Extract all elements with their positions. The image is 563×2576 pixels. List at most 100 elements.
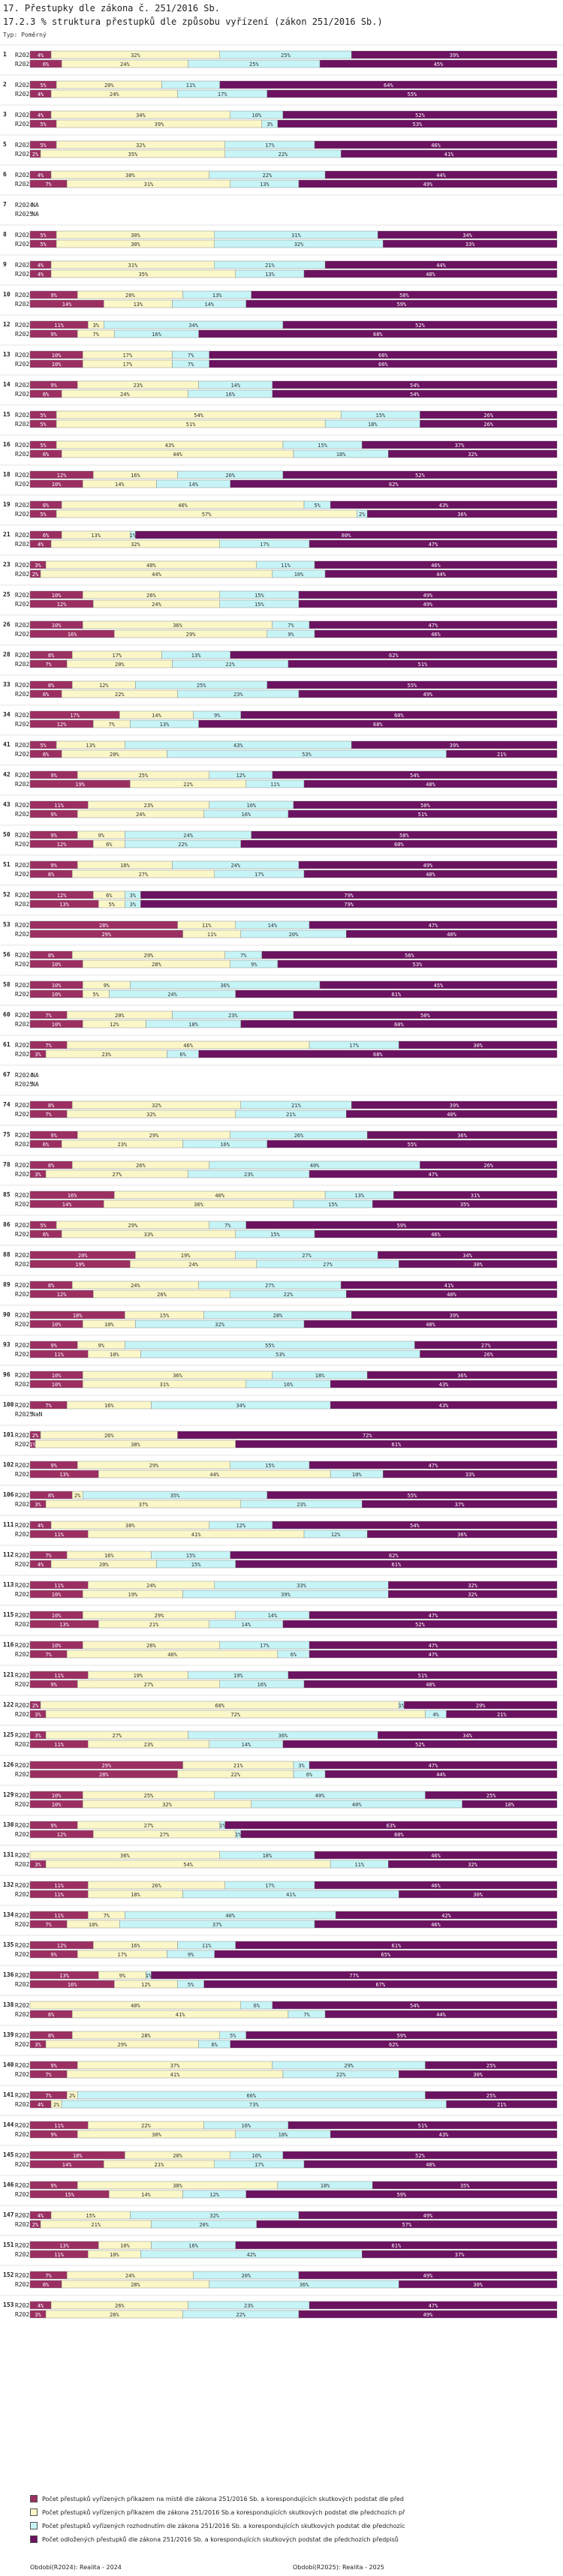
data-label: 4% xyxy=(38,2303,44,2309)
bar-segment xyxy=(256,2220,558,2229)
data-label: 9% xyxy=(50,1343,57,1349)
row-label: R2024 xyxy=(15,82,33,89)
bar-segment xyxy=(362,440,558,449)
row-label: R2025 xyxy=(15,1621,33,1628)
group-label: 5 xyxy=(3,141,7,148)
data-label: 61% xyxy=(392,1562,402,1568)
data-label: 5% xyxy=(40,422,47,428)
data-label: 22% xyxy=(183,782,193,788)
row-label: R2025 xyxy=(15,1921,33,1928)
row-label: R2025 xyxy=(15,1231,33,1238)
group-label: 50 xyxy=(3,831,11,838)
data-label: 6% xyxy=(43,692,50,698)
bar-segment xyxy=(330,500,558,509)
group-label: 115 xyxy=(3,1611,14,1618)
data-label: 39% xyxy=(450,53,459,59)
bar-segment xyxy=(324,569,558,578)
row-label: R2024 xyxy=(15,562,33,569)
data-label: 10% xyxy=(52,1022,62,1028)
data-label: 43% xyxy=(439,503,449,509)
data-label: 46% xyxy=(431,1922,441,1928)
row-label: R2025 xyxy=(15,1081,33,1088)
data-label: 18% xyxy=(336,452,346,458)
data-label: 1% xyxy=(146,1973,152,1979)
row-label: R2024 xyxy=(15,172,33,179)
row-label: R2025 xyxy=(15,1411,33,1418)
row-label: R2025 xyxy=(15,2221,33,2228)
data-label: 19% xyxy=(181,1253,191,1259)
group-label: 122 xyxy=(3,1701,14,1708)
bar-segment xyxy=(346,1290,558,1299)
legend-item[interactable]: Počet přestupků vyřízených příkazem na m… xyxy=(30,2492,405,2505)
bar-segment xyxy=(388,449,558,458)
row-label: R2025 xyxy=(15,1711,33,1718)
row-label: R2025 xyxy=(15,2041,33,2048)
data-label: 5% xyxy=(40,83,47,89)
data-label: 12% xyxy=(57,473,67,479)
data-label: 55% xyxy=(408,1142,417,1148)
row-label: R2025 xyxy=(15,811,33,818)
bar-segment xyxy=(388,1581,558,1590)
data-label: 53% xyxy=(413,962,423,968)
bar-segment xyxy=(140,890,558,899)
data-label: 3% xyxy=(130,902,137,908)
data-label: 47% xyxy=(429,1613,438,1619)
row-label: R2025 xyxy=(15,1351,33,1358)
data-label: 40% xyxy=(225,1913,235,1919)
data-label: 5% xyxy=(40,443,47,449)
row-label: R2024 xyxy=(15,502,33,509)
data-label: 61% xyxy=(392,2243,402,2249)
data-label: 9% xyxy=(288,632,294,638)
row-label: R2025 xyxy=(15,211,33,218)
legend-item[interactable]: Počet přestupků vyřízených rozhodnutím d… xyxy=(30,2519,405,2532)
group-label: 67 xyxy=(3,1071,11,1078)
data-label: 48% xyxy=(426,872,435,878)
data-label: 1% xyxy=(130,533,137,539)
data-label: 34% xyxy=(136,113,146,119)
group-label: 121 xyxy=(3,1671,14,1678)
data-label: 10% xyxy=(52,362,62,368)
bar-segment xyxy=(235,1440,558,1449)
row-label: R2025 xyxy=(15,1951,33,1958)
data-label: 64% xyxy=(384,83,393,89)
data-label: 39% xyxy=(450,743,459,749)
data-label: 30% xyxy=(473,2282,483,2288)
data-label: 12% xyxy=(57,1832,67,1838)
data-label: 9% xyxy=(50,332,57,338)
legend-item[interactable]: Počet odložených přestupků dle zákona 25… xyxy=(30,2532,405,2546)
data-label: 54% xyxy=(410,773,420,779)
data-label: 79% xyxy=(344,893,354,899)
data-label: 12% xyxy=(209,2192,219,2198)
group-label: 18 xyxy=(3,471,11,478)
data-label: 53% xyxy=(302,752,312,758)
data-label: 5% xyxy=(40,233,47,239)
data-label: 7% xyxy=(45,2093,52,2099)
data-label: 29% xyxy=(101,932,111,938)
bar-segment xyxy=(288,1671,558,1680)
bar-segment xyxy=(425,2091,558,2100)
bar-segment xyxy=(404,1701,558,1710)
legend-item[interactable]: Počet přestupků vyřízených příkazem dle … xyxy=(30,2505,405,2519)
bar-segment xyxy=(309,1641,558,1650)
data-label: 10% xyxy=(110,1352,119,1358)
data-label: 8% xyxy=(48,1163,55,1169)
data-label: 18% xyxy=(368,422,378,428)
data-label: 29% xyxy=(344,2063,354,2069)
data-label: 13% xyxy=(260,182,269,188)
data-label: 44% xyxy=(436,1772,446,1778)
data-label: 24% xyxy=(125,2273,135,2279)
data-label: 17% xyxy=(349,1043,359,1049)
row-label: R2025 xyxy=(15,1111,33,1118)
data-label: 54% xyxy=(410,1523,420,1529)
data-label: 3% xyxy=(266,122,273,128)
data-label: 11% xyxy=(281,563,291,569)
data-label: 13% xyxy=(91,533,101,539)
row-label: R2025 xyxy=(15,841,33,848)
data-label: 4% xyxy=(38,53,44,59)
data-label: 10% xyxy=(252,2153,262,2159)
group-label: 34 xyxy=(3,711,11,718)
bar-segment xyxy=(388,1860,558,1869)
data-label: 16% xyxy=(131,473,140,479)
data-label: 43% xyxy=(439,1403,449,1409)
data-label: 36% xyxy=(173,1373,182,1379)
